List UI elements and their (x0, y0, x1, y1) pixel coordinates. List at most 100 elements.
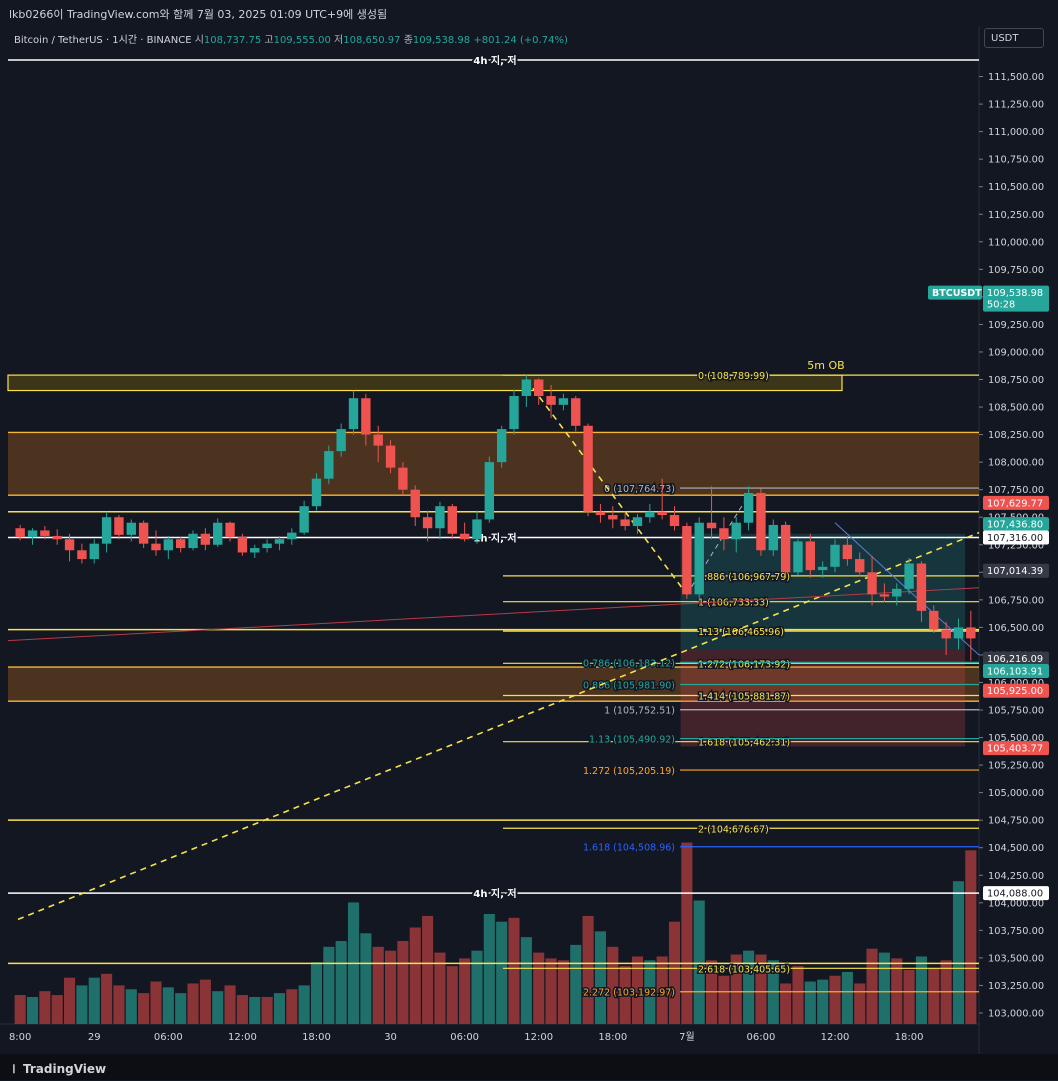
price-axis-label: 103,250.00 (988, 981, 1044, 992)
candle-body (780, 524, 791, 573)
candle-body (237, 537, 248, 553)
volume-bar (841, 971, 853, 1024)
volume-bar (644, 960, 656, 1024)
volume-bar (286, 989, 298, 1024)
candle-body (52, 535, 62, 540)
price-axis-label: 106,000.00 (988, 678, 1044, 689)
axis-price-label-bg (983, 530, 1049, 545)
axis-price-label: 106,216.09 (987, 654, 1043, 665)
axis-price-label-bg (983, 683, 1049, 698)
volume-bar (138, 993, 150, 1024)
time-axis-label: 18:00 (598, 1032, 627, 1043)
currency-button[interactable]: USDT (984, 28, 1044, 48)
candle-body (583, 425, 593, 512)
candle-body (842, 544, 853, 560)
candle-body (694, 522, 704, 595)
order-block-zone (7, 374, 843, 392)
candle-body (101, 517, 112, 544)
candle-body (163, 539, 174, 551)
candle-body (435, 506, 445, 529)
volume-bar (804, 981, 816, 1024)
volume-bar (817, 979, 829, 1024)
volume-bar (372, 946, 384, 1024)
price-axis-label: 107,750.00 (988, 485, 1044, 496)
volume-bar (397, 941, 409, 1024)
candle-body (200, 533, 211, 545)
price-axis-label: 105,750.00 (988, 706, 1044, 717)
volume-bar (557, 960, 569, 1024)
price-axis-label: 105,000.00 (988, 788, 1044, 799)
axis-price-label-bg (983, 651, 1049, 666)
price-axis-label: 104,500.00 (988, 843, 1044, 854)
volume-bar (965, 850, 977, 1024)
candle-body (534, 379, 544, 397)
candle-body (620, 519, 630, 527)
volume-bar (619, 966, 631, 1024)
volume-bar (64, 977, 76, 1024)
axis-price-label: 107,629.77 (987, 498, 1043, 509)
axis-price-label: 105,403.77 (987, 744, 1043, 755)
time-axis-label: 06:00 (747, 1032, 776, 1043)
candle-body (213, 522, 223, 545)
volume-bar (273, 993, 285, 1024)
volume-bar (952, 881, 965, 1024)
price-axis-label: 110,250.00 (988, 210, 1044, 221)
price-chart[interactable]: 5m OB 4h 지, 저 1h 지, 저 4h 지, 저 0 (108,789.99)… (0, 26, 1058, 1054)
volume-bar (175, 993, 187, 1024)
volume-bar (520, 937, 532, 1024)
price-axis-label: 104,750.00 (988, 816, 1044, 827)
candle-body (324, 451, 334, 479)
time-axis-label: 7월 (679, 1031, 695, 1043)
candle-body (756, 492, 766, 551)
price-axis-label: 108,000.00 (988, 458, 1044, 469)
price-level-label: 4h 지, 저 (473, 54, 516, 67)
symbol-tag-label: BTCUSDT (932, 288, 982, 299)
chart-area[interactable]: 5m OB 4h 지, 저 1h 지, 저 4h 지, 저 0 (108,789.99)… (0, 26, 1058, 1054)
trend-line-dashed (17, 531, 980, 921)
candle-body (966, 627, 976, 639)
volume-bar (656, 956, 668, 1024)
candle-body (336, 429, 346, 452)
price-axis-label: 105,250.00 (988, 761, 1044, 772)
axis-price-label: 107,436.80 (987, 520, 1043, 531)
axis-price-label: 105,925.00 (987, 686, 1043, 697)
candle-body (941, 629, 951, 639)
candle-body (904, 563, 914, 589)
tradingview-logo-text: TradingView (22, 1062, 107, 1076)
candle-body (126, 522, 136, 535)
candle-body (817, 566, 828, 571)
candle-body (768, 524, 778, 551)
volume-bar (471, 950, 483, 1024)
volume-bar (249, 996, 261, 1024)
volume-bar (150, 981, 162, 1024)
fib-level-label: 2.618 (103,405.65) (698, 964, 790, 975)
candle-body (793, 541, 803, 573)
candle-body (373, 434, 383, 446)
axis-price-label: 107,014.39 (987, 566, 1043, 577)
candle-body (830, 544, 840, 567)
candle-body (953, 627, 964, 639)
volume-bar (829, 975, 841, 1024)
price-axis-label: 110,750.00 (988, 155, 1044, 166)
volume-bar (743, 950, 755, 1024)
volume-bar (434, 952, 446, 1024)
candle-body (410, 489, 420, 518)
candle-body (311, 478, 322, 507)
price-axis-label: 103,000.00 (988, 1008, 1044, 1019)
high-label: 고 (264, 35, 274, 46)
candle-body (867, 572, 877, 595)
fib-level-label: 1 (105,752.51) (604, 706, 675, 717)
time-axis-label: 30 (384, 1032, 397, 1043)
time-axis-label: 06:00 (154, 1032, 183, 1043)
candle-body (645, 511, 655, 518)
price-axis-label: 105,500.00 (988, 733, 1044, 744)
candle-body (64, 539, 75, 551)
volume-bar (51, 995, 63, 1024)
volume-bar (681, 842, 693, 1024)
fib-level-label: 1.414 (105,881.87) (698, 691, 790, 702)
order-block-label: 5m OB (807, 359, 844, 372)
change-value: +801.24 (+0.74%) (473, 35, 568, 46)
volume-bar (125, 989, 137, 1024)
fib-level-label: 1.13 (106,465.96) (698, 627, 784, 638)
fib-level-label: 0 (107,764.73) (604, 484, 675, 495)
